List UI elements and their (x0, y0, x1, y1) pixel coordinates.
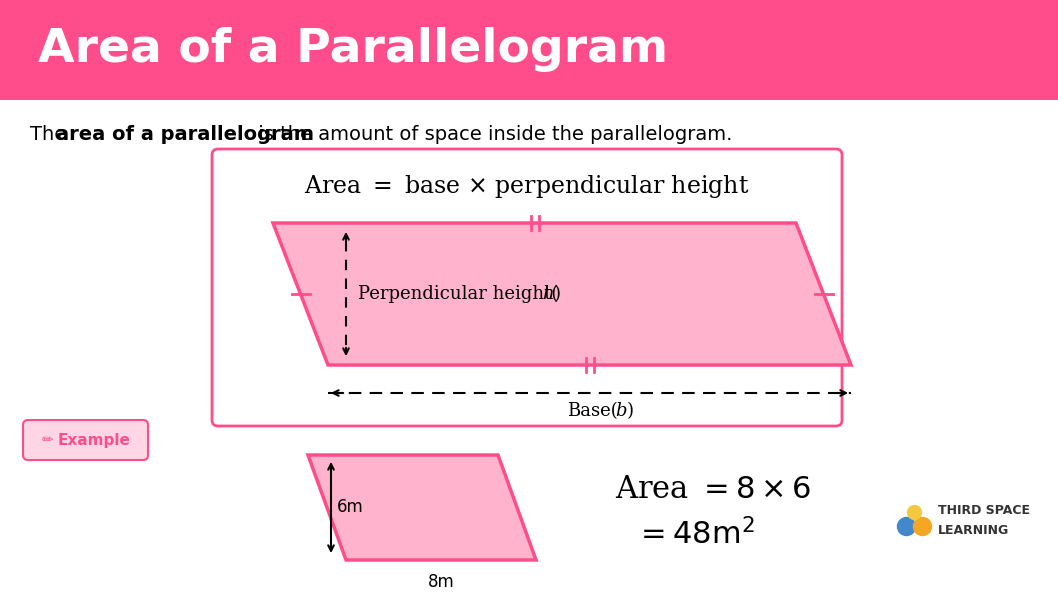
Text: b: b (616, 402, 627, 420)
Text: Area of a Parallelogram: Area of a Parallelogram (38, 28, 668, 72)
Text: ): ) (554, 285, 561, 303)
Polygon shape (308, 455, 536, 560)
Text: THIRD SPACE
LEARNING: THIRD SPACE LEARNING (938, 504, 1030, 537)
FancyBboxPatch shape (0, 0, 1058, 100)
Text: is the amount of space inside the parallelogram.: is the amount of space inside the parall… (252, 126, 732, 144)
Polygon shape (273, 223, 851, 365)
Text: Area $=$ base $\times$ perpendicular height: Area $=$ base $\times$ perpendicular hei… (305, 174, 750, 201)
Text: Perpendicular height(: Perpendicular height( (358, 285, 559, 303)
Text: $= 48\mathrm{m}^2$: $= 48\mathrm{m}^2$ (635, 519, 754, 551)
Text: Area $= 8 \times 6$: Area $= 8 \times 6$ (615, 474, 811, 506)
Text: ✏: ✏ (42, 433, 54, 447)
Text: ): ) (626, 402, 634, 420)
Text: Base(: Base( (567, 402, 618, 420)
FancyBboxPatch shape (23, 420, 148, 460)
Text: h: h (542, 285, 553, 303)
Text: The: The (30, 126, 73, 144)
Text: 8m: 8m (427, 573, 454, 591)
Text: area of a parallelogram: area of a parallelogram (56, 126, 314, 144)
Text: 6m: 6m (338, 498, 364, 516)
Text: Example: Example (58, 432, 131, 447)
FancyBboxPatch shape (212, 149, 842, 426)
